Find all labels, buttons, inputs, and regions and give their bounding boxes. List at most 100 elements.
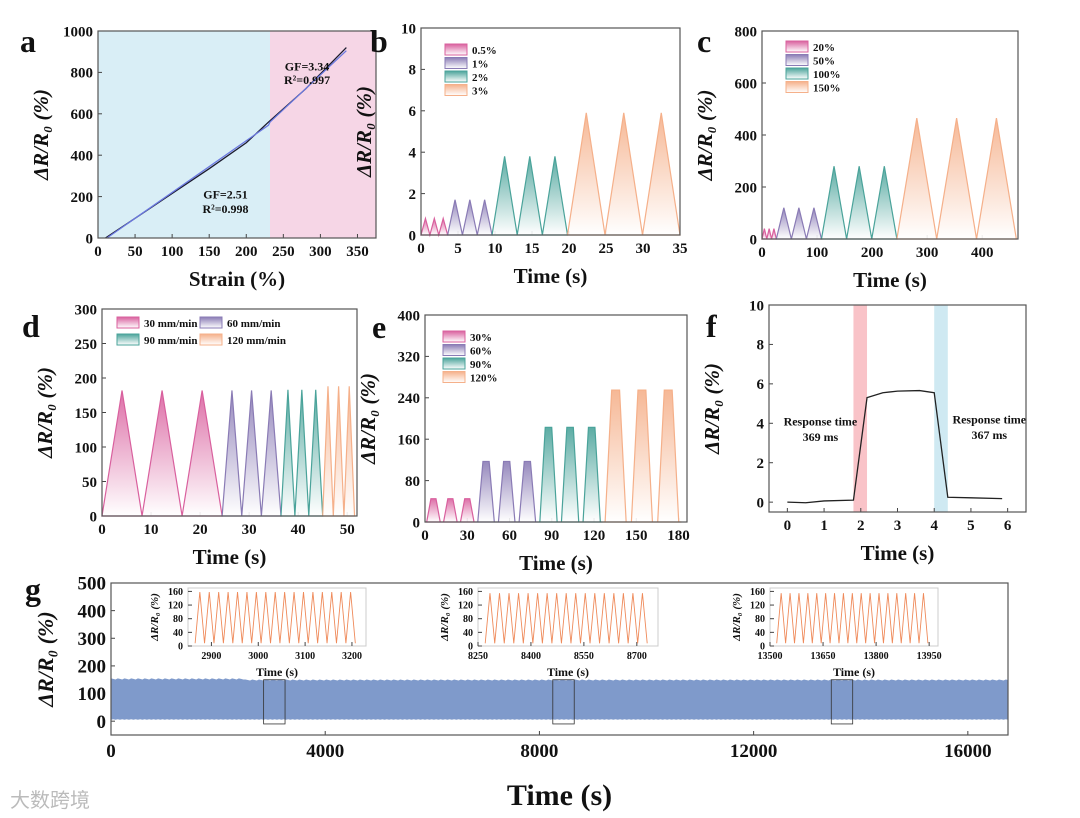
y-tick-label: 0: [468, 642, 473, 653]
y-tick-label: 1000: [63, 24, 93, 40]
x-tick-label: 10: [144, 522, 159, 538]
panel-letter: d: [22, 308, 40, 344]
x-tick-label: 100: [161, 244, 184, 260]
zoom-window: [552, 679, 575, 725]
legend-swatch: [785, 67, 809, 80]
x-tick-label: 16000: [944, 741, 992, 762]
y-tick-label: 200: [735, 180, 758, 196]
y-tick-label: 300: [78, 629, 107, 650]
x-tick-label: 8550: [574, 651, 594, 662]
y-tick-label: 0: [750, 232, 758, 248]
legend-label: 90%: [470, 359, 492, 371]
x-tick-label: 35: [673, 241, 688, 257]
y-tick-label: 120: [458, 601, 473, 612]
panel-letter: g: [25, 571, 41, 607]
series-line-response: [787, 389, 1003, 504]
y-tick-label: 400: [735, 128, 758, 144]
x-tick-label: 60: [502, 528, 517, 544]
series-area-60: [475, 460, 538, 523]
panel-f: 0 1 2 3 4 5 6 0 2 4 6 8 10 Time (s) ΔR/R₀ (%) f Response…: [700, 298, 1027, 565]
series-area-90: [537, 426, 603, 523]
annotation: 369 ms: [803, 430, 839, 444]
x-tick-label: 0: [106, 741, 116, 762]
legend-swatch: [442, 357, 466, 370]
y-tick-label: 0: [757, 495, 765, 511]
annotation: R²=0.998: [202, 202, 248, 216]
inset-waveform: [194, 592, 356, 644]
x-tick-label: 300: [916, 245, 939, 261]
plot-frame: [761, 30, 1019, 240]
x-tick-label: 3: [894, 518, 902, 534]
x-tick-label: 400: [971, 245, 994, 261]
x-tick-label: 40: [291, 522, 306, 538]
x-axis-label: Time (s): [514, 264, 588, 288]
y-axis-label: ΔR/R₀ (%): [439, 593, 451, 642]
x-tick-label: 5: [454, 241, 462, 257]
legend-swatch: [116, 333, 140, 346]
y-axis-label: ΔR/R₀ (%): [29, 89, 53, 181]
x-tick-label: 0: [421, 528, 429, 544]
y-tick-label: 240: [398, 391, 421, 407]
x-tick-label: 5: [967, 518, 975, 534]
y-tick-label: 50: [82, 475, 97, 491]
y-tick-label: 120: [168, 601, 183, 612]
x-tick-label: 20: [562, 241, 577, 257]
x-tick-label: 90: [544, 528, 559, 544]
y-tick-label: 10: [749, 298, 764, 314]
legend-label: 50%: [813, 56, 835, 68]
x-axis-label: Time (s): [507, 779, 612, 812]
x-tick-label: 13650: [811, 651, 836, 662]
y-tick-label: 0: [413, 515, 421, 531]
y-tick-label: 0: [178, 642, 183, 653]
y-tick-label: 6: [409, 104, 417, 120]
y-axis-label: ΔR/R₀ (%): [352, 86, 376, 178]
x-axis-label: Strain (%): [189, 267, 285, 291]
y-tick-label: 0: [409, 228, 417, 244]
x-tick-label: 1: [820, 518, 828, 534]
y-tick-label: 160: [168, 587, 183, 598]
x-tick-label: 50: [340, 522, 355, 538]
y-tick-label: 320: [398, 350, 421, 366]
legend-swatch: [199, 316, 223, 329]
x-tick-label: 4000: [306, 741, 344, 762]
legend-swatch: [785, 40, 809, 53]
legend-label: 30 mm/min: [144, 318, 197, 330]
y-tick-label: 500: [78, 574, 107, 595]
legend-label: 0.5%: [472, 45, 497, 57]
x-tick-label: 3200: [342, 651, 362, 662]
series-area-30mmmin: [101, 390, 223, 517]
series-area-150: [896, 118, 1018, 240]
y-tick-label: 40: [755, 628, 765, 639]
x-tick-label: 0: [94, 244, 102, 260]
x-axis-label: Time (s): [861, 541, 935, 565]
y-tick-label: 800: [71, 66, 94, 82]
y-tick-label: 40: [463, 628, 473, 639]
panel-g: 0 4000 8000 12000 160000100200300400500Time …: [25, 571, 1009, 812]
x-tick-label: 13950: [917, 651, 942, 662]
shaded-region: [934, 305, 948, 512]
y-tick-label: 160: [398, 432, 421, 448]
y-axis-label: ΔR/R₀ (%): [700, 363, 724, 455]
legend-label: 3%: [472, 86, 489, 98]
watermark-text: 大数跨境: [10, 788, 90, 812]
panel-g-inset-1: 8250 8400 8550 8700 0 40 80 120 160 Time (s) ΔR/R₀…: [439, 587, 648, 679]
legend-swatch: [442, 330, 466, 343]
legend-swatch: [785, 54, 809, 66]
y-tick-label: 8: [409, 63, 417, 79]
x-tick-label: 50: [128, 244, 143, 260]
x-tick-label: 6: [1004, 518, 1012, 534]
x-axis-label: Time (s): [256, 665, 298, 679]
y-tick-label: 100: [78, 684, 107, 705]
y-tick-label: 0: [86, 231, 94, 247]
x-tick-label: 180: [667, 528, 690, 544]
panel-b: 0 5 10 15 20 25 30 35 0 2 4 6 8 10 Time (s) ΔR/R₀ (%) b 0…: [352, 21, 688, 288]
annotation: Response time: [784, 414, 858, 428]
x-tick-label: 0: [417, 241, 425, 257]
series-area-60mmmin: [221, 390, 282, 517]
legend-label: 120 mm/min: [227, 335, 286, 347]
panel-e: 0 30 60 90 120 150 180 0 80 160 240 320 400 Time (s) Δ…: [356, 308, 690, 575]
legend-swatch: [199, 333, 223, 346]
shaded-region: [269, 31, 376, 238]
y-tick-label: 80: [405, 474, 420, 490]
y-tick-label: 120: [750, 601, 765, 612]
